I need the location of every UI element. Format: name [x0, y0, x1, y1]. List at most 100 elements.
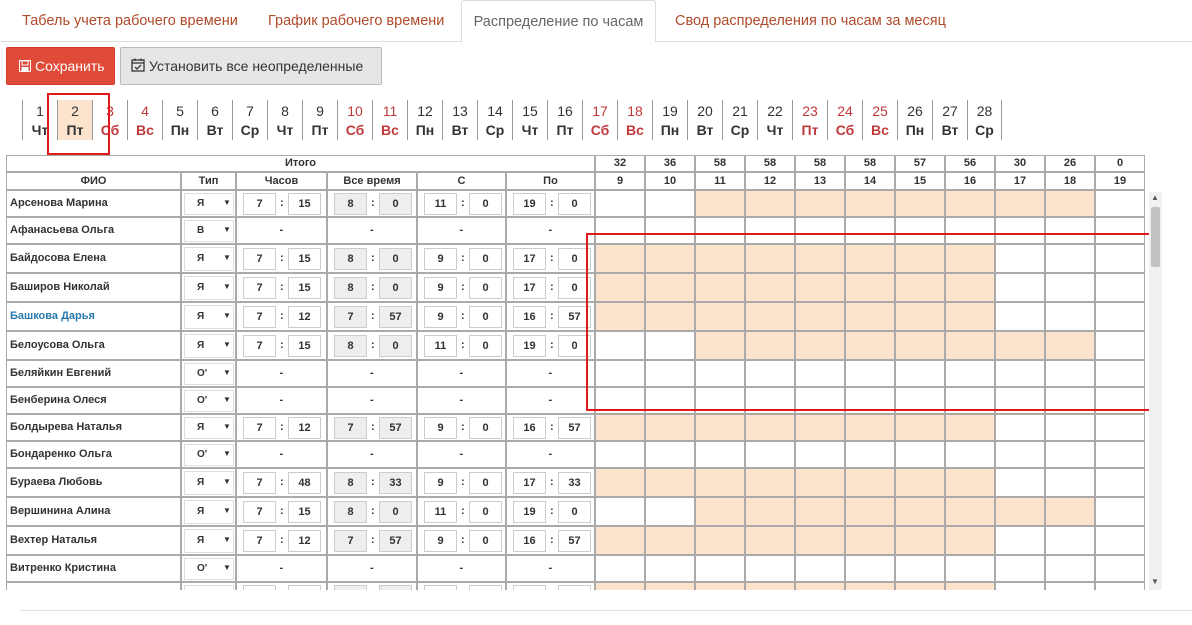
day-9[interactable]: 9 Пт: [302, 100, 337, 140]
hour-cell-11[interactable]: [695, 441, 745, 468]
from-time-m[interactable]: 0: [469, 247, 502, 270]
hour-cell-19[interactable]: [1095, 441, 1145, 468]
hour-cell-19[interactable]: [1095, 526, 1145, 555]
type-select[interactable]: Я▼: [184, 471, 234, 495]
hour-cell-14[interactable]: [845, 582, 895, 590]
hour-cell-17[interactable]: [995, 273, 1045, 302]
type-select[interactable]: Я▼: [184, 193, 234, 215]
to-time-h[interactable]: 16: [513, 416, 546, 439]
save-button[interactable]: Сохранить: [6, 47, 115, 85]
hour-cell-10[interactable]: [645, 526, 695, 555]
from-time-m[interactable]: 0: [469, 416, 502, 439]
all-time-m[interactable]: 0: [379, 192, 412, 215]
hours-time-m[interactable]: 12: [288, 529, 321, 552]
day-8[interactable]: 8 Чт: [267, 100, 302, 140]
hour-cell-12[interactable]: [745, 582, 795, 590]
hour-cell-16[interactable]: [945, 387, 995, 414]
type-select[interactable]: О' ▼: [184, 444, 234, 466]
hour-cell-9[interactable]: [595, 244, 645, 273]
all-time-h[interactable]: 7: [334, 305, 367, 328]
hour-cell-12[interactable]: [745, 555, 795, 582]
hours-time-m[interactable]: 15: [288, 334, 321, 357]
tab-monthly-summary[interactable]: Свод распределения по часам за месяц: [675, 13, 946, 29]
all-time-m[interactable]: 0: [379, 334, 412, 357]
hour-cell-15[interactable]: [895, 302, 945, 331]
hours-time-h[interactable]: 7: [243, 416, 276, 439]
vertical-scrollbar[interactable]: [1149, 192, 1162, 590]
hour-cell-12[interactable]: [745, 302, 795, 331]
hour-cell-15[interactable]: [895, 414, 945, 441]
hour-cell-11[interactable]: [695, 497, 745, 526]
hour-cell-18[interactable]: [1045, 360, 1095, 387]
to-time-h[interactable]: 16: [513, 584, 546, 590]
hour-cell-18[interactable]: [1045, 387, 1095, 414]
hour-cell-9[interactable]: [595, 441, 645, 468]
hour-cell-15[interactable]: [895, 468, 945, 497]
hour-cell-11[interactable]: [695, 468, 745, 497]
hour-cell-15[interactable]: [895, 273, 945, 302]
hour-cell-17[interactable]: [995, 331, 1045, 360]
day-5[interactable]: 5 Пн: [162, 100, 197, 140]
type-select[interactable]: В ▼: [184, 220, 234, 242]
hours-time-h[interactable]: 7: [243, 276, 276, 299]
all-time-m[interactable]: 33: [379, 471, 412, 494]
hour-cell-18[interactable]: [1045, 497, 1095, 526]
day-24[interactable]: 24 Сб: [827, 100, 862, 140]
hour-cell-11[interactable]: [695, 302, 745, 331]
from-time-h[interactable]: 9: [424, 471, 457, 494]
to-time-h[interactable]: 16: [513, 529, 546, 552]
hour-cell-9[interactable]: [595, 331, 645, 360]
hour-cell-10[interactable]: [645, 468, 695, 497]
hour-cell-19[interactable]: [1095, 582, 1145, 590]
hour-cell-16[interactable]: [945, 468, 995, 497]
hour-cell-15[interactable]: [895, 441, 945, 468]
hour-cell-16[interactable]: [945, 582, 995, 590]
hour-cell-17[interactable]: [995, 360, 1045, 387]
hour-cell-11[interactable]: [695, 331, 745, 360]
hour-cell-14[interactable]: [845, 441, 895, 468]
hour-cell-12[interactable]: [745, 273, 795, 302]
hour-cell-16[interactable]: [945, 414, 995, 441]
hours-time-m[interactable]: 15: [288, 192, 321, 215]
hour-cell-14[interactable]: [845, 387, 895, 414]
type-select[interactable]: О' ▼: [184, 390, 234, 412]
type-select[interactable]: Я▼: [184, 417, 234, 439]
hour-cell-12[interactable]: [745, 360, 795, 387]
day-15[interactable]: 15 Чт: [512, 100, 547, 140]
hour-cell-9[interactable]: [595, 555, 645, 582]
hour-cell-12[interactable]: [745, 244, 795, 273]
hour-cell-13[interactable]: [795, 414, 845, 441]
all-time-m[interactable]: 57: [379, 305, 412, 328]
day-14[interactable]: 14 Ср: [477, 100, 512, 140]
from-time-m[interactable]: 0: [469, 500, 502, 523]
hour-cell-10[interactable]: [645, 217, 695, 244]
all-time-h[interactable]: 7: [334, 416, 367, 439]
hour-cell-15[interactable]: [895, 244, 945, 273]
from-time-m[interactable]: 0: [469, 305, 502, 328]
hour-cell-16[interactable]: [945, 441, 995, 468]
to-time-m[interactable]: 0: [558, 334, 591, 357]
day-12[interactable]: 12 Пн: [407, 100, 442, 140]
from-time-h[interactable]: 9: [424, 529, 457, 552]
hour-cell-18[interactable]: [1045, 190, 1095, 217]
hour-cell-15[interactable]: [895, 190, 945, 217]
hour-cell-14[interactable]: [845, 244, 895, 273]
hour-cell-13[interactable]: [795, 217, 845, 244]
hour-cell-11[interactable]: [695, 387, 745, 414]
from-time-h[interactable]: 9: [424, 584, 457, 590]
hour-cell-9[interactable]: [595, 497, 645, 526]
hour-cell-10[interactable]: [645, 360, 695, 387]
type-select[interactable]: Я▼: [184, 529, 234, 553]
from-time-h[interactable]: 11: [424, 500, 457, 523]
hour-cell-9[interactable]: [595, 468, 645, 497]
hour-cell-15[interactable]: [895, 360, 945, 387]
hour-cell-10[interactable]: [645, 414, 695, 441]
day-11[interactable]: 11 Вс: [372, 100, 407, 140]
hour-cell-13[interactable]: [795, 273, 845, 302]
hour-cell-17[interactable]: [995, 526, 1045, 555]
hour-cell-12[interactable]: [745, 217, 795, 244]
hour-cell-14[interactable]: [845, 497, 895, 526]
hour-cell-17[interactable]: [995, 387, 1045, 414]
hours-time-h[interactable]: 7: [243, 305, 276, 328]
hours-time-m[interactable]: 12: [288, 416, 321, 439]
